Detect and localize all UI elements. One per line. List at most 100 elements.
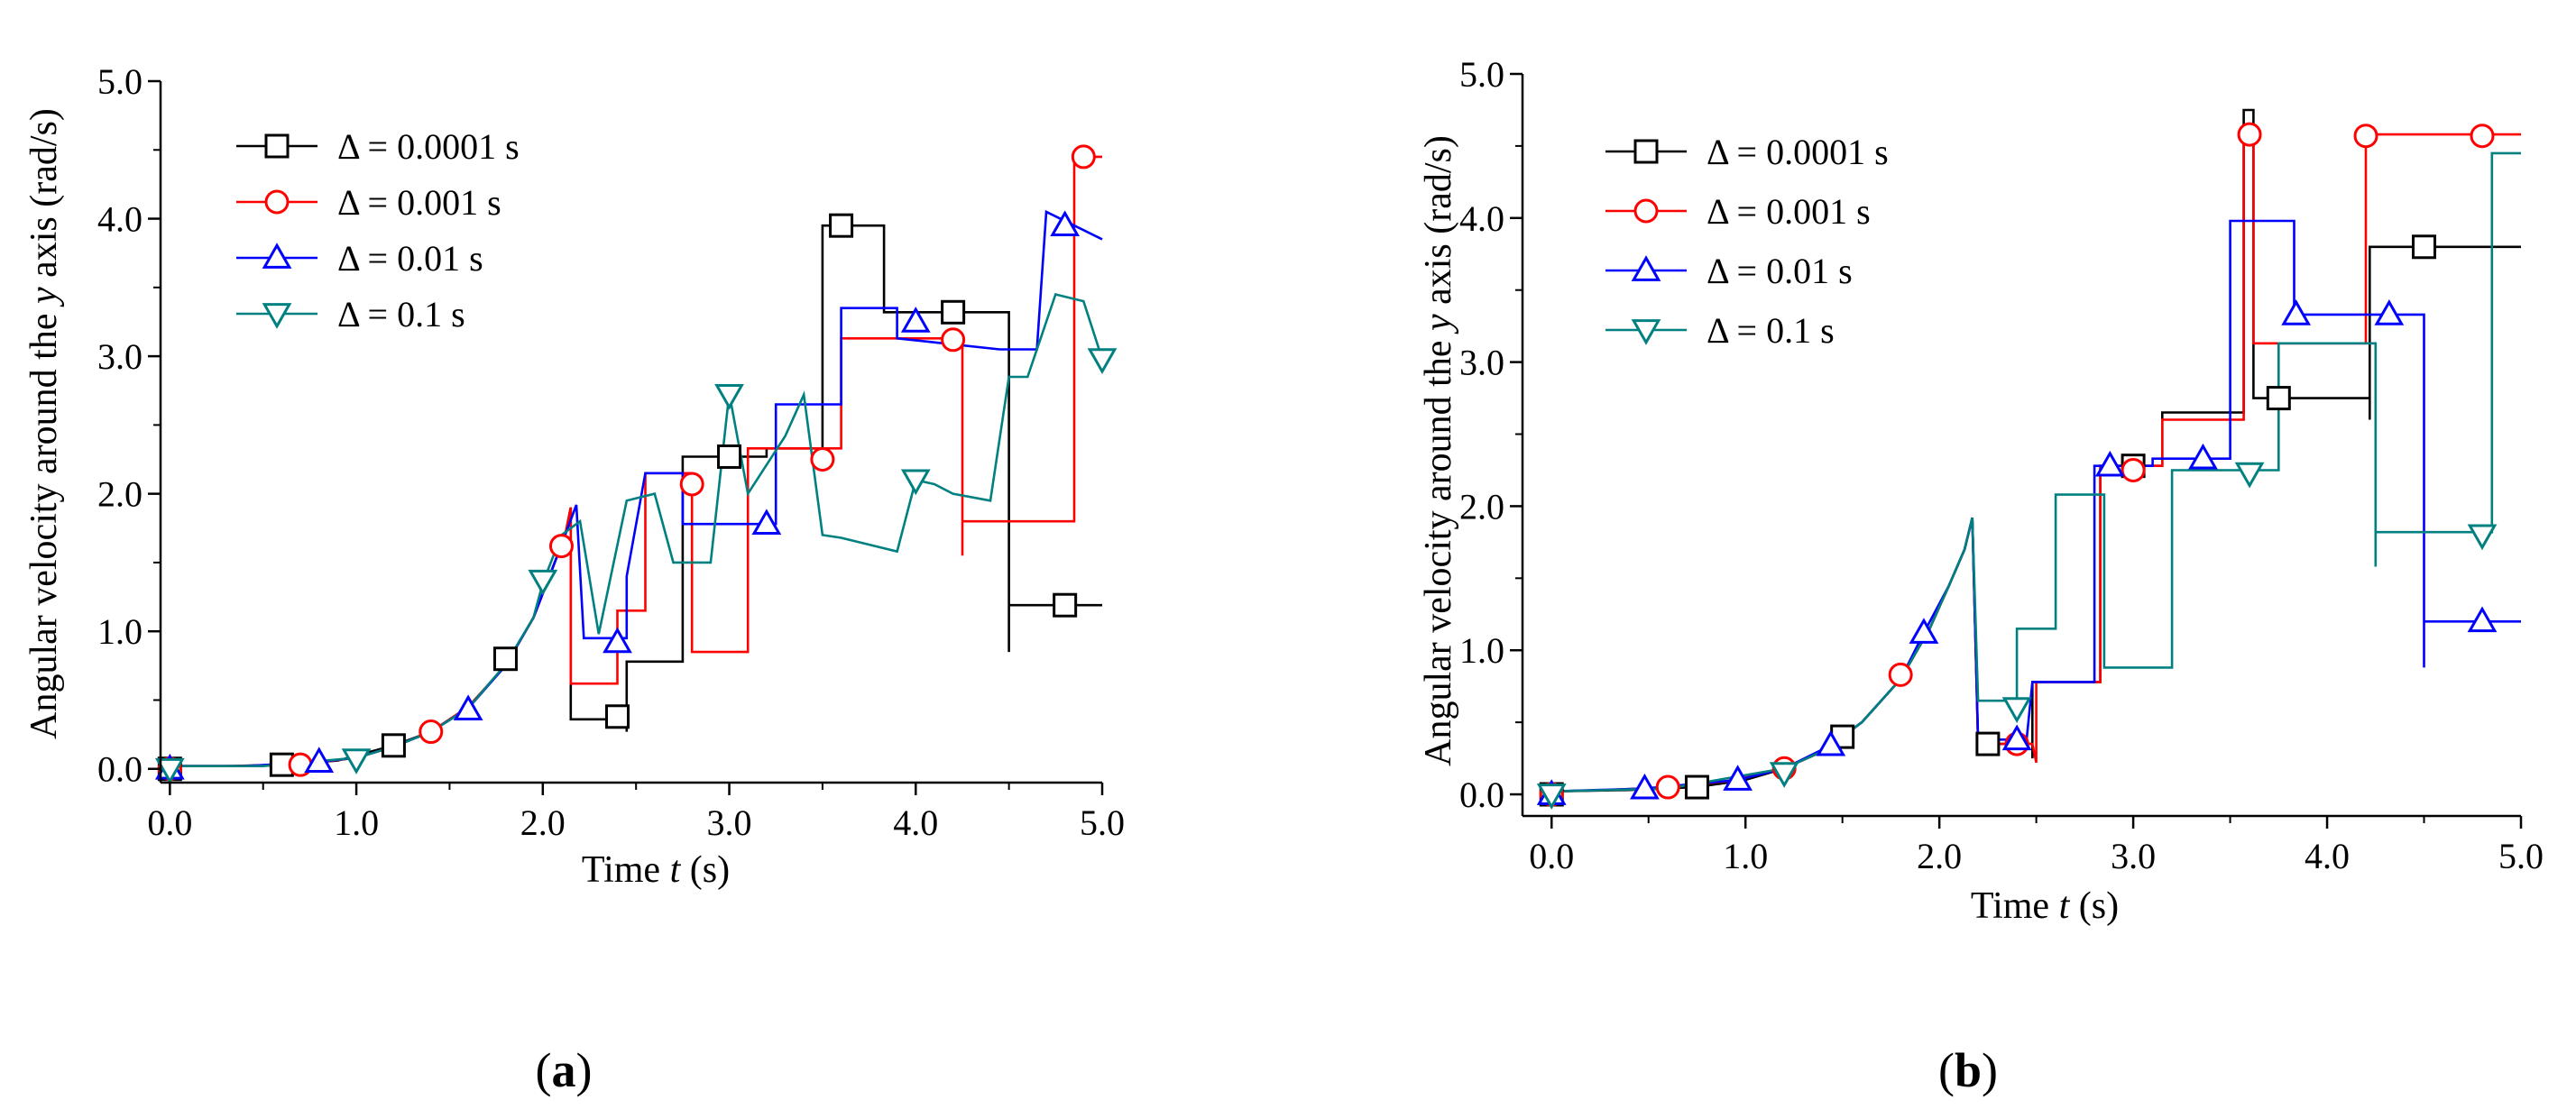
panel-b-series-1-marker-5	[2121, 457, 2146, 482]
panel-b-series-2-marker-9	[2374, 299, 2405, 325]
panel-b-x-tick-label-5: 5.0	[2498, 836, 2544, 876]
panel-b-x-tick-label-0: 0.0	[1529, 836, 1574, 876]
panel-a-series-1-marker-7	[1071, 144, 1096, 170]
panel-a-series-2-marker-2	[453, 694, 483, 720]
panel-a-legend: Δ = 0.0001 s Δ = 0.001 s Δ = 0.01 s Δ = 0.1…	[236, 126, 520, 334]
panel-b-x-tick-label-1: 1.0	[1723, 836, 1768, 876]
panel-a-series-3-marker-3	[714, 383, 744, 410]
panel-b-series-0-marker-3	[1975, 731, 2001, 756]
panel-a-series-3-line	[170, 292, 1104, 768]
panel-b-x-axis-title: Time t (s)	[1971, 885, 2119, 927]
panel-b-series-3-line	[1551, 151, 2521, 793]
panel-a-series	[154, 144, 1118, 784]
panel-a-y-tick-label-1: 1.0	[97, 611, 143, 652]
panel-a: 0.0 1.0 2.0 3.0 4.0 5.0 0.0 1.0 2.0 3.0 4.0 5.0 Δ =…	[23, 61, 1125, 1097]
panel-a-series-2-marker-4	[751, 509, 782, 536]
panel-a-series-2-marker-6	[1050, 210, 1081, 237]
panel-b-legend-marker-3	[1631, 319, 1661, 345]
panel-a-series-1-marker-5	[810, 447, 835, 472]
panel-a-series-1-marker-6	[941, 327, 966, 353]
panel-b-y-tick-label-2: 2.0	[1459, 486, 1504, 527]
panel-a-legend-label-0: Δ = 0.0001 s	[337, 126, 520, 167]
panel-a-series-3-marker-1	[341, 748, 372, 774]
panel-b-series	[1536, 108, 2521, 810]
panel-b-series-2-marker-4	[1909, 618, 1939, 644]
panel-b-y-tick-label-0: 0.0	[1459, 774, 1504, 815]
panel-b-axes: 0.0 1.0 2.0 3.0 4.0 5.0 0.0 1.0 2.0 3.0 4.0 5.0	[1459, 54, 2544, 876]
panel-a-legend-marker-1	[264, 189, 290, 215]
panel-a-series-0-marker-4	[604, 704, 630, 729]
panel-a-x-tick-label-0: 0.0	[147, 802, 192, 843]
panel-b-series-3-marker-4	[2467, 524, 2498, 551]
panel-a-y-tick-label-5: 5.0	[97, 61, 143, 102]
panel-b-legend-label-3: Δ = 0.1 s	[1707, 310, 1835, 351]
panel-a-legend-marker-0	[264, 133, 290, 159]
panel-b-series-2-marker-2	[1723, 765, 1753, 791]
panel-a-series-1-line	[170, 155, 1102, 768]
panel-b-series-0-marker-6	[2412, 234, 2437, 260]
panel-b-series-2-marker-10	[2467, 606, 2498, 633]
panel-b-series-1-marker-8	[2470, 124, 2495, 149]
panel-b-legend: Δ = 0.0001 s Δ = 0.001 s Δ = 0.01 s Δ = 0.1…	[1605, 132, 1889, 351]
panel-a-y-axis-title: Angular velocity around the y axis (rad/…	[23, 108, 65, 739]
panel-b-series-3-marker-3	[2234, 462, 2265, 489]
panel-a-legend-marker-3	[262, 303, 292, 329]
panel-a-series-1-marker-3	[548, 534, 574, 559]
panel-b-series-0-marker-5	[2266, 386, 2291, 411]
panel-b-x-tick-label-2: 2.0	[1917, 836, 1962, 876]
panel-a-legend-label-2: Δ = 0.01 s	[337, 238, 483, 279]
panel-a-series-1-marker-2	[419, 719, 444, 745]
panel-a-series-1-marker-4	[679, 472, 704, 497]
panel-a-x-tick-label-1: 1.0	[334, 802, 379, 843]
panel-a-legend-marker-2	[262, 243, 292, 269]
panel-b-series-1-marker-6	[2237, 122, 2262, 147]
panel-b-legend-marker-2	[1631, 255, 1661, 281]
panel-a-axes: 0.0 1.0 2.0 3.0 4.0 5.0 0.0 1.0 2.0 3.0 4.0 5.0	[97, 61, 1125, 843]
panel-a-y-tick-label-2: 2.0	[97, 474, 143, 515]
panel-b-legend-label-2: Δ = 0.01 s	[1707, 251, 1853, 291]
panel-a-x-tick-label-3: 3.0	[707, 802, 752, 843]
panel-b-series-2-marker-3	[1816, 729, 1846, 756]
panel-b-label: (b)	[1938, 1043, 1998, 1097]
panel-b-legend-label-0: Δ = 0.0001 s	[1707, 132, 1889, 172]
panel-a-series-0-marker-8	[1053, 592, 1078, 618]
panel-a-series-0-marker-2	[381, 733, 406, 758]
panel-a-series-2-marker-5	[900, 307, 931, 333]
panel-b-series-2-marker-8	[2281, 299, 2312, 325]
panel-b-y-axis-title: Angular velocity around the y axis (rad/…	[1418, 135, 1459, 766]
panel-a-legend-label-1: Δ = 0.001 s	[337, 182, 501, 223]
panel-a-series-3-marker-5	[1087, 348, 1118, 374]
panel-b-series-1-marker-1	[1655, 774, 1680, 800]
panel-a-y-tick-label-4: 4.0	[97, 199, 143, 240]
panel-b-series-1-marker-7	[2353, 124, 2378, 149]
panel-a-series-0-marker-5	[717, 444, 742, 469]
panel-b-y-tick-label-1: 1.0	[1459, 630, 1504, 671]
panel-b-legend-marker-1	[1633, 198, 1659, 224]
panel-b-y-tick-label-4: 4.0	[1459, 198, 1504, 239]
panel-a-y-tick-label-0: 0.0	[97, 749, 143, 790]
panel-a-series-2-marker-1	[304, 747, 335, 773]
panel-b-series-2-marker-5	[2001, 724, 2032, 751]
panel-b: 0.0 1.0 2.0 3.0 4.0 5.0 0.0 1.0 2.0 3.0 4.0 5.0 Δ =…	[1418, 54, 2544, 1097]
panel-b-legend-label-1: Δ = 0.001 s	[1707, 191, 1871, 232]
panel-b-series-3-marker-1	[1769, 762, 1799, 788]
panel-a-label: (a)	[536, 1043, 593, 1097]
panel-a-x-tick-label-5: 5.0	[1080, 802, 1125, 843]
panel-b-series-0-marker-1	[1684, 774, 1709, 800]
panel-b-series-3-marker-2	[2001, 697, 2032, 723]
panel-b-legend-marker-0	[1633, 139, 1659, 164]
panel-a-series-3-marker-2	[528, 569, 558, 596]
panel-a-series-3-marker-0	[154, 757, 185, 784]
panel-b-series-3-marker-0	[1536, 784, 1567, 810]
panel-b-series-2-marker-7	[2188, 443, 2218, 470]
panel-a-series-0-marker-6	[829, 213, 854, 238]
panel-a-x-tick-label-4: 4.0	[893, 802, 938, 843]
panel-b-x-tick-label-3: 3.0	[2111, 836, 2156, 876]
panel-b-series-2-marker-1	[1630, 773, 1660, 800]
panel-a-x-axis-title: Time t (s)	[582, 849, 730, 891]
panel-b-series-1-marker-3	[1888, 662, 1913, 687]
panel-a-series-0-marker-7	[941, 299, 966, 325]
panel-a-y-tick-label-3: 3.0	[97, 336, 143, 377]
panel-a-x-tick-label-2: 2.0	[520, 802, 566, 843]
